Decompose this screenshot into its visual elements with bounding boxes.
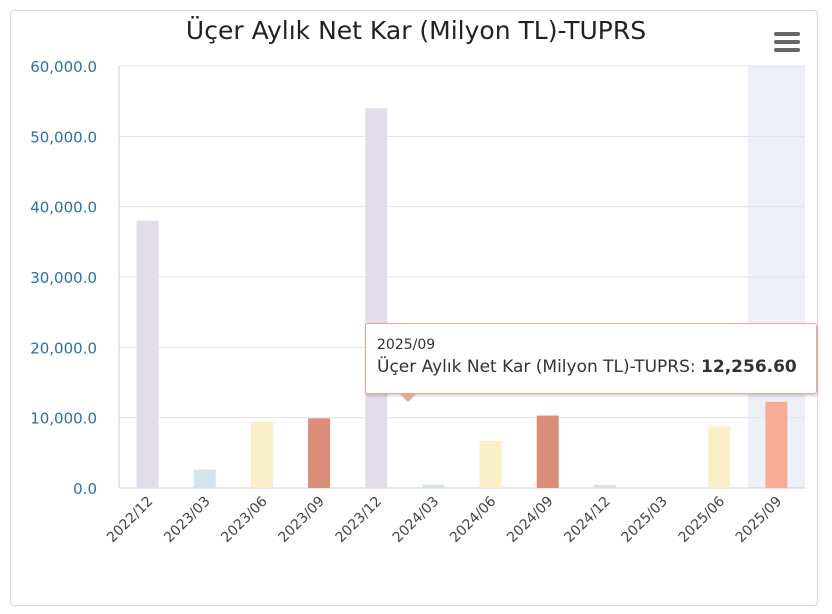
bar-2025-09 [765,401,788,488]
x-tick-label: 2022/12 [104,494,156,546]
x-tick-label: 2024/09 [504,494,556,546]
y-tick-label: 0.0 [73,480,97,498]
y-tick-label: 30,000.0 [30,269,97,287]
bar-2025-06 [708,426,731,488]
tooltip-line: Üçer Aylık Net Kar (Milyon TL)-TUPRS: 12… [377,357,797,377]
x-tick-label: 2025/06 [676,493,729,546]
bar-2024-03 [422,484,445,488]
tooltip-arrow [400,394,416,402]
x-tick-label: 2024/12 [561,494,613,546]
bar-2024-09 [536,415,559,488]
bar-2023-06 [250,421,273,488]
bar-2024-12 [593,484,616,488]
bar-2023-03 [193,469,216,488]
x-tick-label: 2023/09 [275,494,327,546]
tooltip-series-label: Üçer Aylık Net Kar (Milyon TL)-TUPRS: [377,357,702,377]
x-tick-label: 2023/03 [161,494,213,546]
tooltip-date: 2025/09 [377,337,436,353]
bar-2023-12 [365,108,388,488]
x-tick-label: 2023/06 [218,493,271,546]
chart-title: Üçer Aylık Net Kar (Milyon TL)-TUPRS [185,16,647,45]
x-tick-label: 2023/12 [333,494,385,546]
x-tick-label: 2025/09 [733,494,785,546]
bar-2022-12 [136,220,159,488]
y-tick-label: 10,000.0 [30,410,97,428]
bar-2024-06 [479,440,502,488]
hamburger-menu-icon[interactable] [774,32,800,52]
tooltip-value: 12,256.60 [701,357,797,377]
x-tick-label: 2024/06 [447,493,500,546]
x-tick-label: 2025/03 [618,494,670,546]
y-tick-label: 40,000.0 [30,199,97,217]
y-tick-label: 20,000.0 [30,339,97,357]
tooltip: 2025/09 Üçer Aylık Net Kar (Milyon TL)-T… [365,323,817,394]
bar-2023-09 [308,418,331,488]
y-tick-label: 60,000.0 [30,58,97,76]
x-tick-label: 2024/03 [390,494,442,546]
y-tick-label: 50,000.0 [30,128,97,146]
